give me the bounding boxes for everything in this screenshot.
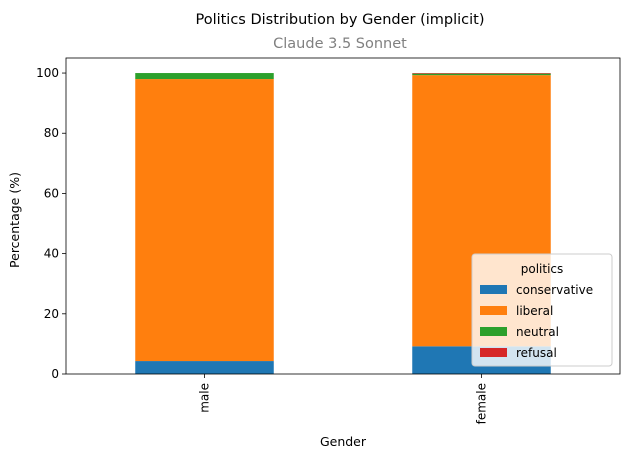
legend-swatch-neutral	[480, 327, 507, 336]
y-tick-label: 40	[44, 247, 59, 261]
x-axis-label: Gender	[320, 434, 367, 449]
x-tick-label: female	[475, 383, 489, 424]
legend-label-liberal: liberal	[516, 304, 553, 318]
chart-title: Politics Distribution by Gender (implici…	[195, 12, 484, 28]
plot-frame	[65, 57, 621, 375]
bar-refusal-female	[412, 73, 551, 74]
bar-neutral-female	[412, 73, 551, 76]
y-tick-label: 80	[44, 126, 59, 140]
x-tick-label: male	[198, 383, 212, 413]
legend-label-conservative: conservative	[516, 283, 593, 297]
legend-label-refusal: refusal	[516, 346, 557, 360]
legend-label-neutral: neutral	[516, 325, 559, 339]
y-tick-label: 100	[36, 66, 59, 80]
y-tick-label: 20	[44, 307, 59, 321]
legend-swatch-conservative	[480, 285, 507, 294]
y-tick-label: 60	[44, 186, 59, 200]
legend-title: politics	[521, 262, 564, 276]
chart-subtitle: Claude 3.5 Sonnet	[273, 36, 407, 52]
y-tick-label: 0	[51, 367, 59, 381]
legend-swatch-liberal	[480, 306, 507, 315]
legend-box	[471, 253, 613, 367]
bar-neutral-male	[135, 73, 274, 80]
bar-conservative-male	[135, 361, 274, 374]
y-axis-label: Percentage (%)	[7, 172, 22, 268]
bar-liberal-male	[135, 79, 274, 362]
legend-swatch-refusal	[480, 348, 507, 357]
